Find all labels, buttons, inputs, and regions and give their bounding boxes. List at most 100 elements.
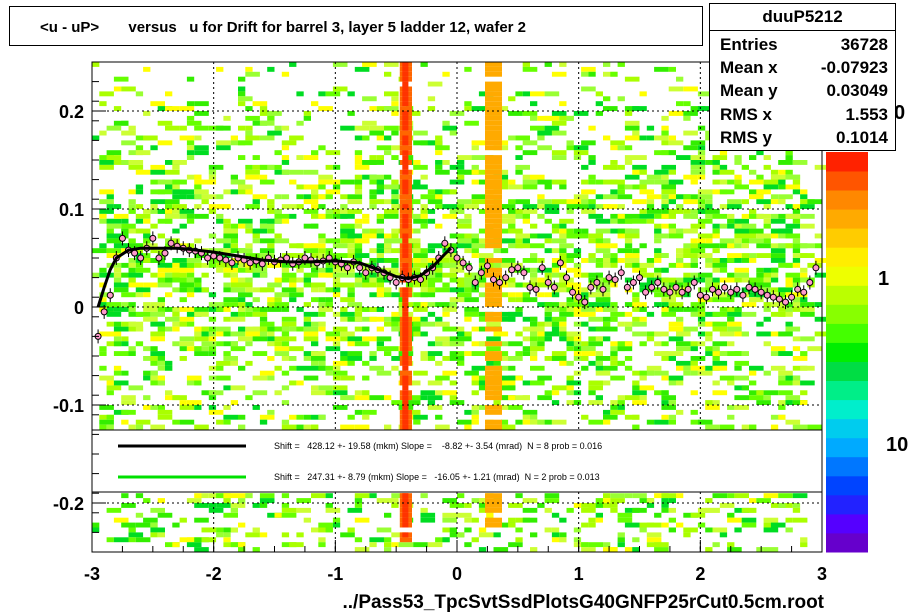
profile-point: [709, 282, 716, 297]
stats-box: duuP5212 Entries 36728 Mean x -0.07923 M…: [709, 3, 896, 151]
profile-point: [556, 255, 564, 270]
y-tick-label: 0: [74, 298, 84, 318]
profile-point: [118, 231, 126, 246]
profile-point: [544, 275, 552, 290]
palette-segment: [826, 152, 868, 172]
palette-segment: [826, 285, 868, 305]
grid-lines: [92, 62, 822, 552]
profile-point: [733, 282, 741, 297]
stats-label: Mean x: [720, 58, 778, 77]
profile-point: [508, 262, 516, 277]
profile-point: [581, 295, 589, 310]
palette-label-0: 0: [894, 102, 905, 124]
profile-point: [459, 255, 467, 270]
profile-point: [648, 280, 656, 295]
profile-point: [757, 285, 765, 300]
palette-segment: [826, 513, 868, 534]
profile-point: [453, 251, 461, 265]
profile-point: [106, 288, 114, 303]
title-box: <u - uP> versus u for Drift for barrel 3…: [9, 6, 703, 46]
x-tick-label: -1: [327, 564, 343, 584]
profile-point: [532, 282, 540, 297]
x-tick-label: 2: [695, 564, 705, 584]
profile-point: [228, 255, 236, 270]
heatmap-cells: [92, 62, 830, 552]
y-tick-label: 0.1: [59, 200, 84, 220]
x-tick-label: 0: [452, 564, 462, 584]
fit-legend: Shift = 428.12 +- 19.58 (mkm) Slope = -8…: [91, 429, 823, 493]
profile-point: [502, 270, 510, 285]
palette-segment: [826, 190, 868, 210]
profile-point: [721, 280, 729, 295]
stats-separator: [710, 30, 895, 31]
profile-point: [538, 260, 546, 275]
profile-point: [204, 251, 212, 265]
palette-segment: [826, 399, 868, 420]
profile-point: [727, 285, 735, 300]
fit-curve: [96, 246, 452, 308]
profile-point: [678, 285, 686, 300]
profile-point: [289, 256, 297, 271]
profile-point: [155, 251, 163, 265]
legend-line-2: Shift = 247.31 +- 8.79 (mkm) Slope = -16…: [274, 472, 600, 482]
profile-point: [623, 280, 631, 295]
stats-value: 0.03049: [826, 81, 888, 100]
stats-value: 1.553: [845, 105, 888, 124]
profile-point: [617, 265, 625, 280]
profile-point: [739, 288, 747, 303]
palette-segment: [826, 342, 868, 362]
profile-point: [526, 280, 534, 295]
profile-points: [94, 231, 820, 344]
profile-point: [745, 280, 753, 295]
profile-point: [812, 260, 820, 275]
profile-point: [775, 292, 783, 307]
profile-point: [794, 282, 802, 297]
palette-segment: [826, 247, 868, 267]
profile-point: [629, 275, 637, 290]
profile-point: [490, 272, 497, 287]
profile-point: [800, 285, 808, 300]
profile-point: [611, 272, 619, 287]
profile-point: [636, 270, 643, 285]
profile-point: [672, 280, 680, 295]
profile-point: [684, 282, 692, 297]
color-palette: [826, 152, 868, 553]
profile-point: [137, 251, 145, 265]
stats-value: 36728: [840, 35, 888, 54]
palette-segment: [826, 209, 868, 229]
dense-bands: [399, 62, 502, 543]
profile-point: [605, 270, 613, 285]
profile-point: [702, 290, 710, 305]
stats-label: RMS x: [720, 105, 772, 124]
profile-point: [696, 288, 704, 303]
chart-title: <u - uP> versus u for Drift for barrel 3…: [40, 19, 527, 36]
stats-value: 0.1014: [836, 128, 888, 147]
profile-point: [471, 275, 479, 290]
stats-label: RMS y: [720, 128, 772, 147]
legend-line-1: Shift = 428.12 +- 19.58 (mkm) Slope = -8…: [274, 441, 602, 451]
profile-point: [715, 285, 723, 300]
profile-point: [599, 282, 607, 297]
palette-segment: [826, 323, 868, 343]
palette-segment: [826, 475, 868, 496]
y-tick-label: -0.2: [53, 494, 84, 514]
profile-point: [569, 285, 577, 300]
profile-point: [563, 270, 570, 285]
profile-point: [550, 280, 558, 295]
profile-point: [654, 275, 662, 290]
y-tick-label: -0.1: [53, 396, 84, 416]
profile-point: [477, 265, 485, 280]
palette-label-1: 1: [878, 268, 889, 290]
profile-point: [520, 265, 528, 280]
y-tick-label: 0.2: [59, 102, 84, 122]
profile-point: [258, 256, 266, 271]
profile-point: [587, 280, 595, 295]
profile-point: [642, 285, 650, 300]
x-tick-label: 3: [817, 564, 827, 584]
profile-point: [441, 236, 449, 251]
palette-segment: [826, 266, 868, 286]
profile-point: [690, 275, 698, 290]
palette-segment: [826, 456, 868, 477]
profile-point: [660, 282, 668, 297]
